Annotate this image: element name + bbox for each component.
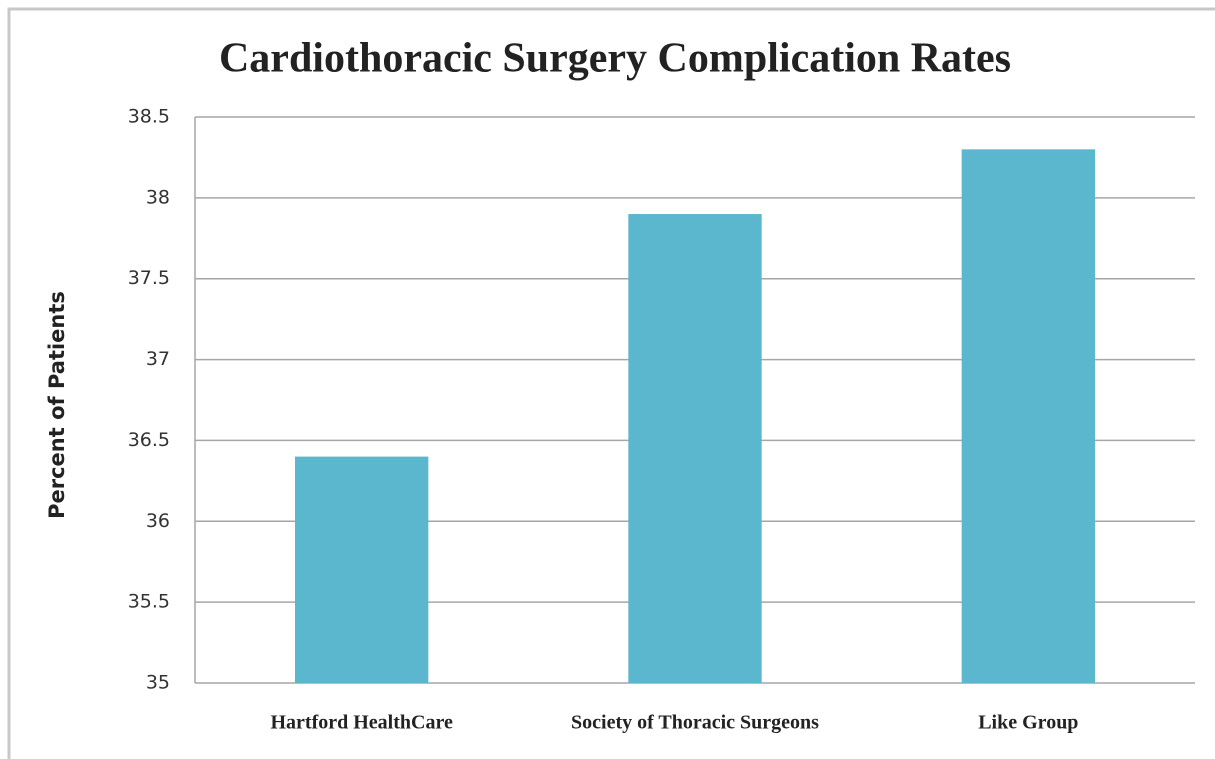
y-tick-label: 38 [146, 186, 170, 208]
y-tick-label: 36.5 [128, 429, 170, 451]
y-axis-label: Percent of Patients [45, 291, 69, 519]
chart-frame [7, 7, 1215, 759]
x-tick-label: Society of Thoracic Surgeons [571, 712, 819, 734]
chart-title: Cardiothoracic Surgery Complication Rate… [219, 36, 1011, 82]
y-tick-label: 38.5 [128, 106, 170, 128]
bar [961, 149, 1095, 684]
bar [628, 214, 762, 683]
y-tick-label: 37 [146, 348, 170, 370]
x-tick-label: Hartford HealthCare [270, 712, 452, 734]
bar [295, 456, 429, 683]
y-tick-label: 35 [146, 672, 170, 694]
x-tick-label: Like Group [978, 712, 1078, 734]
y-tick-label: 37.5 [128, 267, 170, 289]
y-tick-label: 35.5 [128, 591, 170, 613]
y-tick-label: 36 [146, 510, 170, 532]
